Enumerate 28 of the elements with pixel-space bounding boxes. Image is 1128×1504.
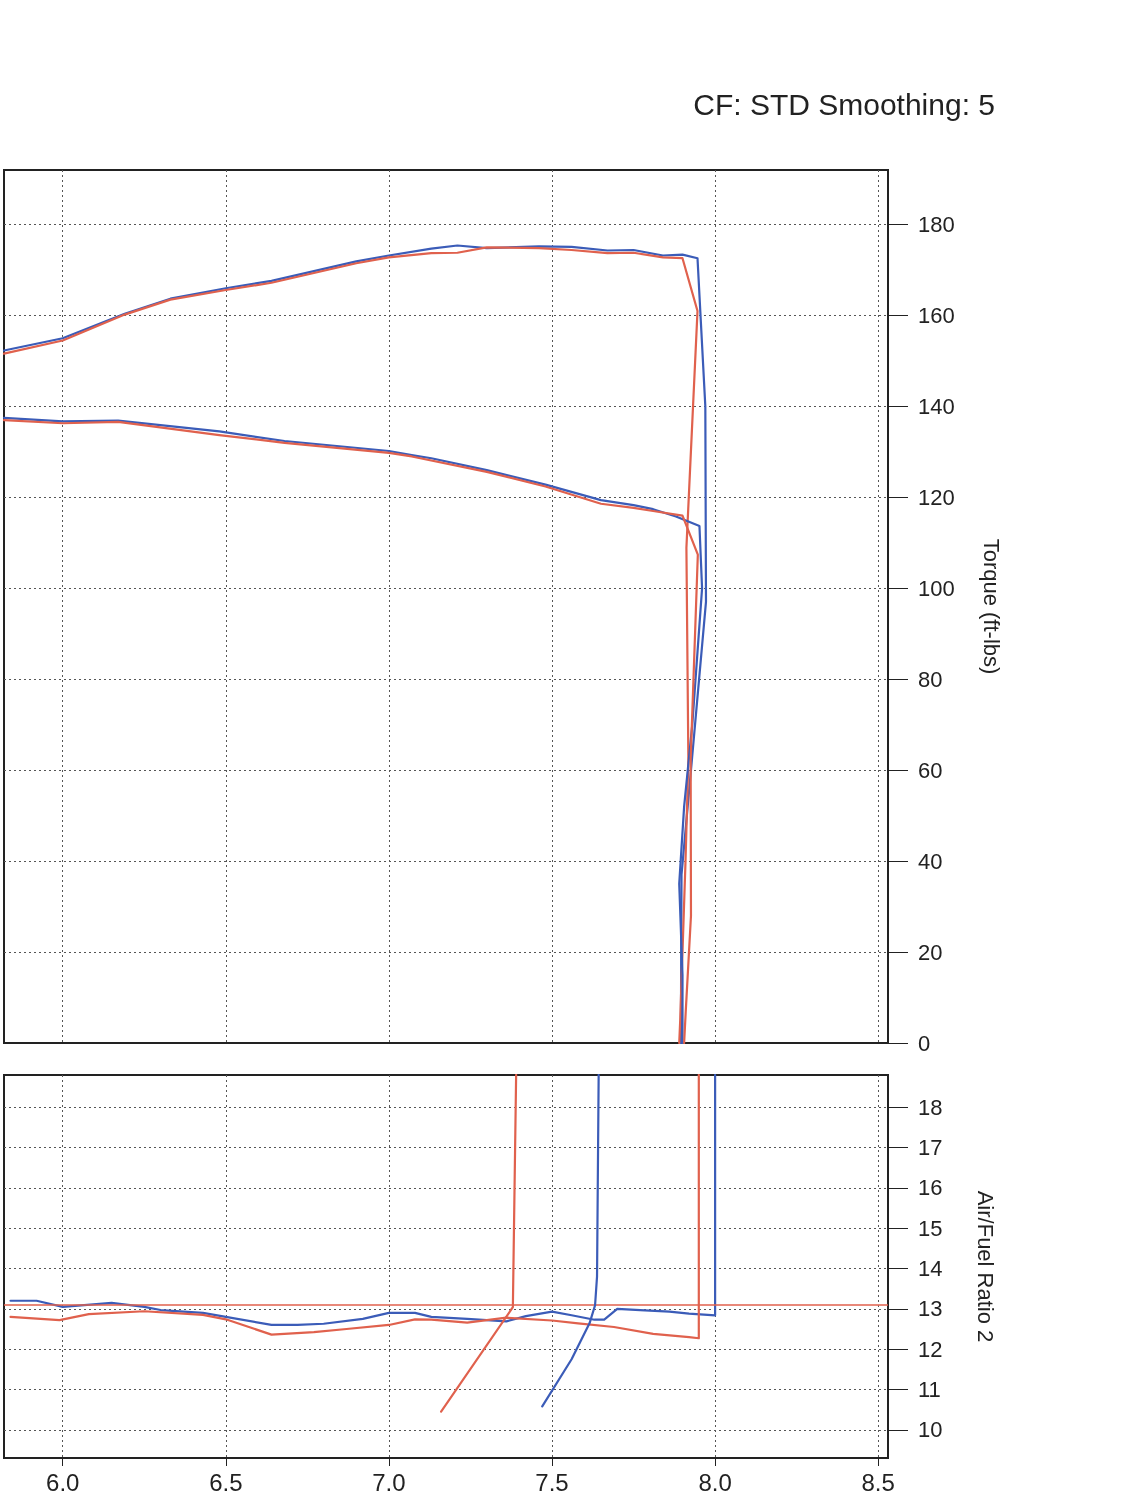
y-tick-label: 60 xyxy=(918,757,943,783)
y-tick-label: 20 xyxy=(918,939,943,965)
x-tick-label: 8.5 xyxy=(861,1468,895,1496)
y-axis-title: Air/Fuel Ratio 2 xyxy=(972,1190,998,1343)
y-tick-label: 17 xyxy=(918,1135,943,1161)
y-tick-label: 10 xyxy=(918,1417,943,1443)
y-tick-label: 15 xyxy=(918,1215,943,1241)
y-tick-label: 18 xyxy=(918,1094,943,1120)
y-tick-label: 180 xyxy=(918,212,955,238)
x-tick-label: 8.0 xyxy=(698,1468,732,1496)
x-tick-label: 7.5 xyxy=(535,1468,569,1496)
y-tick-label: 0 xyxy=(918,1030,931,1056)
chart-title: CF: STD Smoothing: 5 xyxy=(693,87,996,121)
y-axis-title: Torque (ft-lbs) xyxy=(978,538,1004,675)
y-tick-label: 11 xyxy=(918,1376,941,1402)
y-tick-label: 120 xyxy=(918,484,955,510)
y-tick-label: 13 xyxy=(918,1296,943,1322)
y-tick-label: 40 xyxy=(918,848,943,874)
y-tick-label: 100 xyxy=(918,575,955,601)
y-tick-label: 160 xyxy=(918,303,955,328)
y-tick-label: 16 xyxy=(918,1175,943,1201)
y-tick-label: 14 xyxy=(918,1256,943,1282)
y-tick-label: 80 xyxy=(918,666,943,692)
y-tick-label: 12 xyxy=(918,1336,943,1362)
x-tick-label: 6.5 xyxy=(209,1468,243,1496)
x-tick-label: 6.0 xyxy=(46,1468,80,1496)
y-tick-label: 140 xyxy=(918,393,955,419)
x-tick-label: 7.0 xyxy=(372,1468,406,1496)
